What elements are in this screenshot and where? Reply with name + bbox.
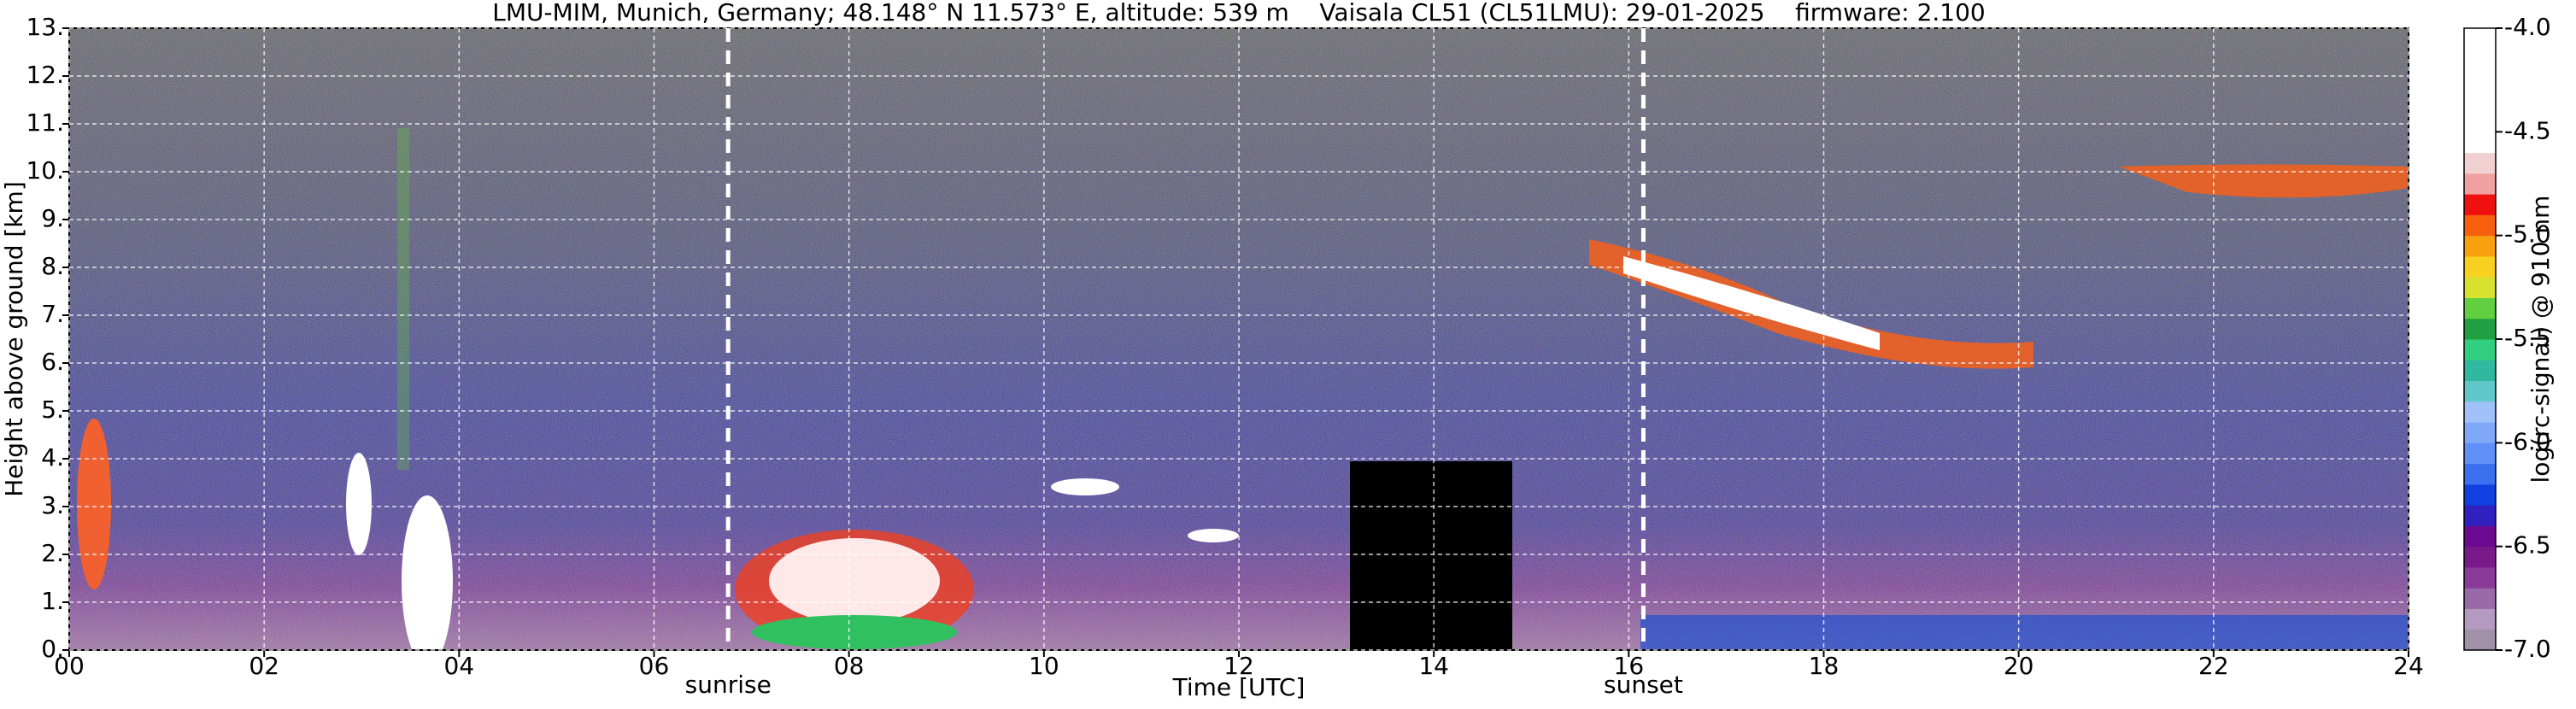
colorbar-tick-label: -4.0 bbox=[2504, 13, 2551, 41]
colorbar-swatch bbox=[2464, 194, 2496, 215]
colorbar-swatch bbox=[2464, 49, 2496, 71]
x-tick-label: 12 bbox=[1223, 652, 1254, 680]
y-tick-label: 8. bbox=[41, 252, 64, 280]
y-axis-label: Height above ground [km] bbox=[0, 181, 28, 497]
x-tick-label: 10 bbox=[1029, 652, 1059, 680]
colorbar-swatch bbox=[2464, 235, 2496, 257]
colorbar-swatch bbox=[2464, 111, 2496, 132]
colorbar-swatch bbox=[2464, 277, 2496, 298]
colorbar-swatch bbox=[2464, 152, 2496, 174]
y-tick-label: 11. bbox=[26, 108, 64, 137]
x-tick-label: 04 bbox=[444, 652, 475, 680]
colorbar-swatch bbox=[2464, 546, 2496, 568]
cloud bbox=[2119, 164, 2409, 198]
x-tick-label: 24 bbox=[2393, 652, 2424, 680]
colorbar-swatch bbox=[2464, 483, 2496, 506]
cloud bbox=[1623, 256, 1880, 350]
y-tick-label: 3. bbox=[41, 491, 64, 519]
x-tick-label: 22 bbox=[2198, 652, 2229, 680]
colorbar-tick-label: -5.0 bbox=[2504, 220, 2551, 249]
y-tick-label: 7. bbox=[41, 300, 64, 328]
x-tick-label: 18 bbox=[1809, 652, 1840, 680]
colorbar-tick-label: -6.0 bbox=[2504, 427, 2551, 455]
x-tick-label: 06 bbox=[639, 652, 670, 680]
x-tick-label: 00 bbox=[54, 652, 85, 680]
y-tick-label: 12. bbox=[26, 61, 64, 89]
colorbar-swatch bbox=[2464, 588, 2496, 609]
x-tick-label: 14 bbox=[1418, 652, 1449, 680]
colorbar-swatch bbox=[2464, 90, 2496, 112]
cloud bbox=[1589, 239, 2033, 369]
cloud bbox=[346, 453, 372, 555]
colorbar-tick-label: -6.5 bbox=[2504, 531, 2551, 560]
annotation-label: sunrise bbox=[685, 671, 772, 699]
colorbar-swatch bbox=[2464, 380, 2496, 402]
colorbar-swatch bbox=[2464, 442, 2496, 465]
colorbar-label: log(rc-signal) @ 910 nm bbox=[2526, 196, 2555, 483]
cloud bbox=[1188, 529, 1239, 542]
colorbar-tick-label: -5.5 bbox=[2504, 324, 2551, 352]
colorbar-swatch bbox=[2464, 525, 2496, 548]
colorbar-swatch bbox=[2464, 132, 2496, 154]
colorbar-swatch bbox=[2464, 214, 2496, 237]
y-tick-label: 1. bbox=[41, 587, 64, 615]
y-tick-label: 9. bbox=[41, 204, 64, 232]
colorbar-swatch bbox=[2464, 339, 2496, 360]
colorbar-tick-label: -4.5 bbox=[2504, 116, 2551, 144]
x-tick-label: 16 bbox=[1614, 652, 1645, 680]
virga bbox=[397, 128, 409, 470]
y-tick-label: 2. bbox=[41, 539, 64, 567]
colorbar-swatch bbox=[2464, 318, 2496, 340]
colorbar-swatch bbox=[2464, 629, 2496, 651]
cloud bbox=[402, 495, 453, 650]
cloud bbox=[752, 615, 957, 649]
y-tick-label: 4. bbox=[41, 443, 64, 472]
x-tick-label: 08 bbox=[834, 652, 865, 680]
annotation-label: sunset bbox=[1604, 671, 1683, 699]
colorbar-swatch bbox=[2464, 566, 2496, 589]
colorbar-swatch bbox=[2464, 360, 2496, 382]
colorbar-swatch bbox=[2464, 505, 2496, 526]
x-tick-label: 02 bbox=[249, 652, 279, 680]
colorbar-swatch bbox=[2464, 608, 2496, 630]
x-axis-label: Time [UTC] bbox=[1172, 673, 1306, 701]
y-tick-label: 5. bbox=[41, 396, 64, 424]
x-tick-label: 20 bbox=[2004, 652, 2034, 680]
cloud bbox=[77, 419, 111, 589]
cloud bbox=[769, 538, 940, 624]
data-gap bbox=[1350, 461, 1512, 650]
colorbar-swatch bbox=[2464, 401, 2496, 423]
colorbar-swatch bbox=[2464, 463, 2496, 485]
colorbar-swatch bbox=[2464, 297, 2496, 319]
colorbar-swatch bbox=[2464, 28, 2496, 50]
y-tick-label: 6. bbox=[41, 348, 64, 376]
cloud bbox=[1051, 478, 1119, 495]
boundary-layer bbox=[1640, 615, 2409, 650]
chart-title: LMU-MIM, Munich, Germany; 48.148° N 11.5… bbox=[492, 0, 1986, 26]
colorbar-tick-label: -7.0 bbox=[2504, 635, 2551, 663]
colorbar-swatch bbox=[2464, 69, 2496, 91]
colorbar-swatch bbox=[2464, 173, 2496, 195]
colorbar-swatch bbox=[2464, 255, 2496, 278]
y-tick-label: 10. bbox=[26, 156, 64, 185]
y-tick-label: 0. bbox=[41, 635, 64, 663]
colorbar-swatch bbox=[2464, 422, 2496, 443]
y-tick-label: 13. bbox=[26, 13, 64, 41]
